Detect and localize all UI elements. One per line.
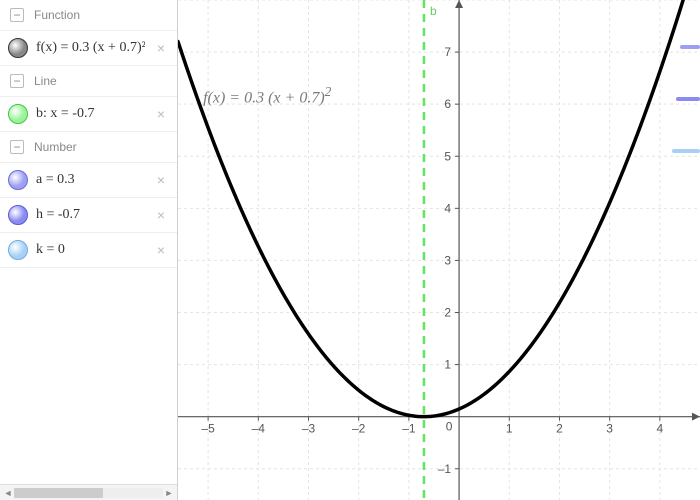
svg-text:–5: –5 [201,422,215,436]
svg-text:0: 0 [446,420,453,434]
object-label: h = -0.7 [36,207,145,223]
svg-text:–4: –4 [252,422,266,436]
group-header[interactable]: −Number [0,132,177,163]
visibility-dot-icon[interactable] [8,104,28,124]
visibility-dot-icon[interactable] [8,240,28,260]
svg-text:3: 3 [444,253,451,267]
svg-text:2: 2 [444,306,451,320]
delete-icon[interactable]: × [153,106,169,122]
slider-stub[interactable] [672,149,700,153]
svg-text:4: 4 [444,201,451,215]
plot-svg: –5 –4 –3 –2 –1 0 1 2 3 4 –1 1 2 3 4 5 6 7 [178,0,700,500]
group-title: Line [34,74,57,88]
visibility-dot-icon[interactable] [8,205,28,225]
delete-icon[interactable]: × [153,40,169,56]
delete-icon[interactable]: × [153,172,169,188]
object-row[interactable]: h = -0.7 × [0,198,177,233]
algebra-sidebar: −Functionf(x) = 0.3 (x + 0.7)²×−Lineb: x… [0,0,178,500]
slider-stub[interactable] [680,45,700,49]
svg-text:7: 7 [444,45,451,59]
function-formula-label[interactable]: f(x) = 0.3 (x + 0.7)2 [203,84,331,107]
object-label: k = 0 [36,242,145,258]
object-row[interactable]: b: x = -0.7 × [0,97,177,132]
scroll-thumb[interactable] [14,488,103,498]
group-header[interactable]: −Line [0,66,177,97]
svg-text:–2: –2 [352,422,366,436]
svg-text:1: 1 [444,358,451,372]
svg-text:1: 1 [506,422,513,436]
group-title: Function [34,8,80,22]
visibility-dot-icon[interactable] [8,38,28,58]
graphics-view[interactable]: –5 –4 –3 –2 –1 0 1 2 3 4 –1 1 2 3 4 5 6 7 b f(x) = 0.3 (x +… [178,0,700,500]
group-title: Number [34,140,77,154]
horizontal-scrollbar[interactable]: ◄► [0,484,177,500]
delete-icon[interactable]: × [153,242,169,258]
sidebar-spacer [0,268,177,484]
svg-text:–1: –1 [438,462,452,476]
object-row[interactable]: f(x) = 0.3 (x + 0.7)² × [0,31,177,66]
object-row[interactable]: a = 0.3 × [0,163,177,198]
delete-icon[interactable]: × [153,207,169,223]
group-header[interactable]: −Function [0,0,177,31]
line-label: b [430,4,437,18]
collapse-icon[interactable]: − [10,8,24,22]
scroll-left-icon[interactable]: ◄ [2,487,14,499]
svg-text:2: 2 [556,422,563,436]
object-row[interactable]: k = 0 × [0,233,177,268]
svg-text:4: 4 [657,422,664,436]
scroll-right-icon[interactable]: ► [163,487,175,499]
svg-text:–1: –1 [402,422,416,436]
collapse-icon[interactable]: − [10,140,24,154]
svg-text:5: 5 [444,149,451,163]
svg-text:6: 6 [444,97,451,111]
object-label: b: x = -0.7 [36,106,145,122]
slider-stub[interactable] [676,97,700,101]
svg-text:–3: –3 [302,422,316,436]
object-label: a = 0.3 [36,172,145,188]
collapse-icon[interactable]: − [10,74,24,88]
visibility-dot-icon[interactable] [8,170,28,190]
object-label: f(x) = 0.3 (x + 0.7)² [36,40,145,56]
svg-text:3: 3 [606,422,613,436]
scroll-track[interactable] [14,488,163,498]
